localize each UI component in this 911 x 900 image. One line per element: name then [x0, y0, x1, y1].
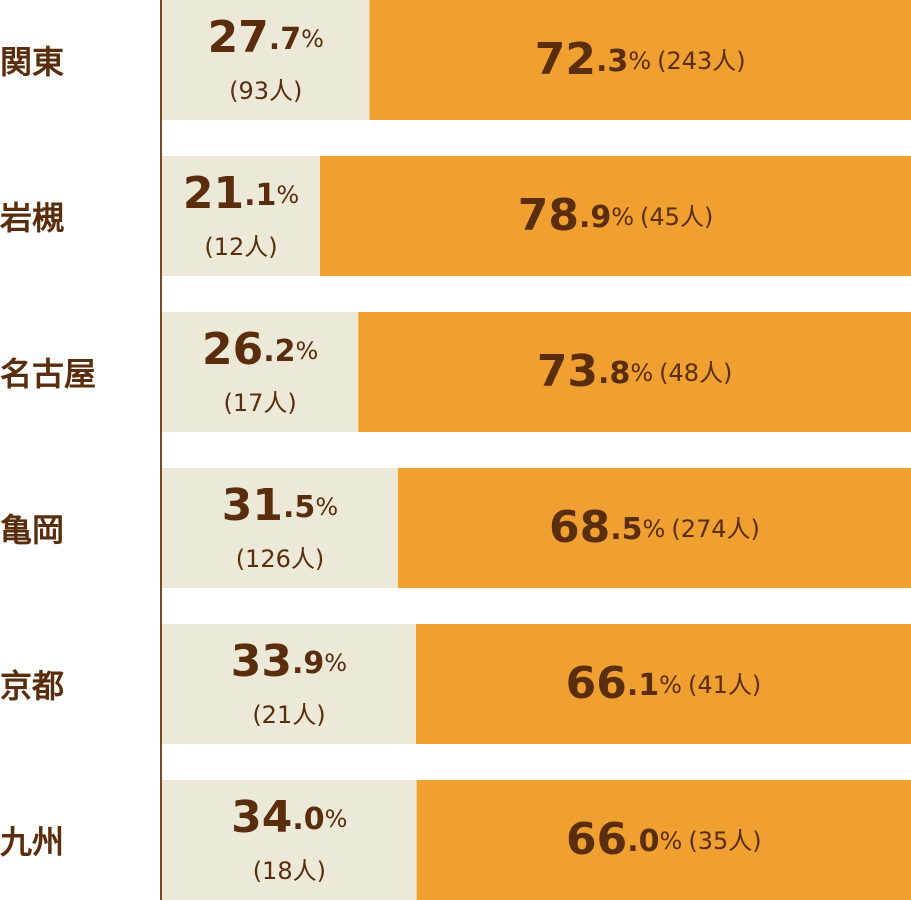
value-label: 31.5% — [222, 480, 338, 531]
value-label: 68.5% — [549, 502, 665, 553]
bar-segment — [162, 0, 370, 120]
category-label: 関東 — [0, 43, 64, 81]
count-label: (17人) — [223, 389, 296, 417]
value-label: 72.3% — [535, 34, 651, 85]
count-label: (21人) — [252, 701, 325, 729]
bar-label: 78.9% (45人) — [518, 190, 714, 241]
value-label: 73.8% — [537, 346, 653, 397]
count-label: (126人) — [236, 545, 325, 573]
bar-segment — [416, 780, 911, 900]
value-label: 34.0% — [231, 792, 347, 843]
count-label: (18人) — [253, 857, 326, 885]
category-label: 岩槻 — [0, 199, 64, 237]
bar-label: 68.5% (274人) — [549, 502, 760, 553]
value-label: 26.2% — [202, 324, 318, 375]
bar-segment — [162, 156, 321, 276]
bar-segment — [415, 624, 911, 744]
bar-segment — [320, 156, 911, 276]
count-label: (243人) — [657, 47, 746, 75]
category-label: 九州 — [0, 823, 64, 861]
bar-segment — [397, 468, 911, 588]
category-label: 京都 — [0, 667, 64, 705]
bar-segment — [358, 312, 911, 432]
count-label: (274人) — [671, 515, 760, 543]
count-label: (12人) — [204, 233, 277, 261]
count-label: (35人) — [688, 827, 761, 855]
count-label: (93人) — [229, 77, 302, 105]
bar-segment — [162, 624, 416, 744]
bar-segment — [162, 780, 417, 900]
count-label: (45人) — [640, 203, 713, 231]
value-label: 78.9% — [518, 190, 634, 241]
bar-label: 72.3% (243人) — [535, 34, 746, 85]
bar-label: 66.0% (35人) — [566, 814, 762, 865]
bar-segment — [162, 468, 398, 588]
category-label: 亀岡 — [0, 511, 64, 549]
bar-label: 66.1% (41人) — [566, 658, 762, 709]
value-label: 66.1% — [566, 658, 682, 709]
bar-segment — [162, 312, 359, 432]
value-label: 33.9% — [231, 636, 347, 687]
count-label: (48人) — [659, 359, 732, 387]
plot — [162, 0, 911, 900]
bar-segment — [369, 0, 911, 120]
category-label: 名古屋 — [0, 355, 96, 393]
count-label: (41人) — [688, 671, 761, 699]
value-label: 27.7% — [208, 12, 324, 63]
value-label: 21.1% — [183, 168, 299, 219]
value-label: 66.0% — [566, 814, 682, 865]
bar-label: 73.8% (48人) — [537, 346, 733, 397]
